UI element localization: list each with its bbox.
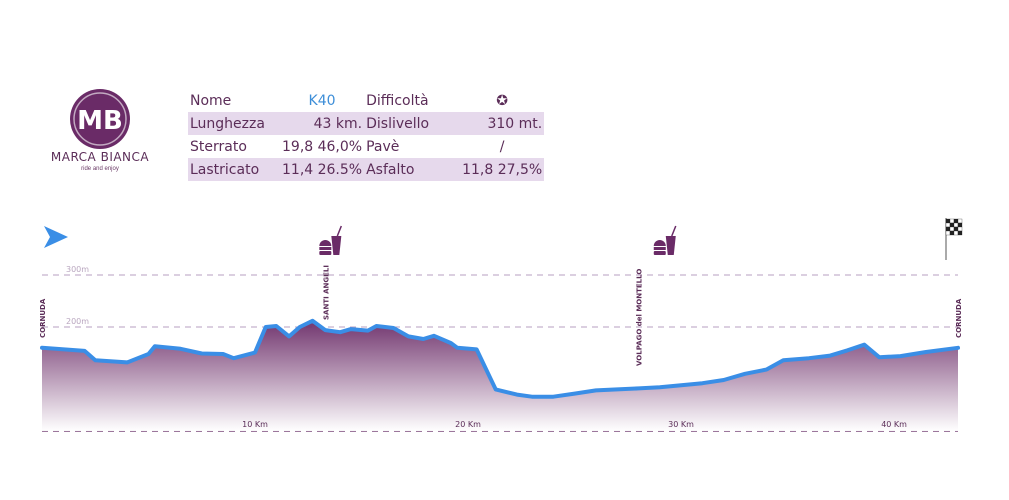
label-difficolta: Difficoltà (366, 92, 429, 109)
info-row-paving: Lastricato 11,4 26.5% Asfalto 11,8 27,5% (188, 158, 545, 181)
finish-flag-icon (945, 218, 963, 260)
logo-emblem: MB (70, 89, 130, 149)
start-arrow-icon (44, 226, 68, 248)
info-row-length: Lunghezza 43 km. Dislivello 310 mt. (188, 112, 545, 135)
value-dislivello: 310 mt. (460, 112, 545, 135)
x-tick-label: 20 Km (455, 420, 481, 429)
logo-monogram: MB (77, 106, 123, 136)
food-drink-icon (319, 225, 343, 255)
route-info-table: Nome K40 Difficoltà ✪ Lunghezza 43 km. D… (188, 89, 545, 181)
value-pave: / (499, 138, 505, 155)
waypoint-label: SANTI ANGELI (322, 265, 330, 320)
label-asfalto: Asfalto (364, 158, 461, 181)
x-tick-label: 40 Km (881, 420, 907, 429)
label-sterrato: Sterrato (190, 138, 247, 155)
label-dislivello: Dislivello (364, 112, 461, 135)
label-nome: Nome (190, 92, 232, 109)
value-nome: K40 (308, 92, 336, 109)
y-tick-label: 200m (66, 317, 89, 326)
difficulty-star-icon: ✪ (496, 92, 509, 109)
waypoint-label: CORNUDA (39, 298, 47, 338)
value-sterrato: 19,8 46,0% (282, 138, 363, 155)
label-lastricato: Lastricato (188, 158, 280, 181)
brand-tagline: ride and enjoy (81, 166, 119, 172)
waypoint-label: VOLPAGO del MONTELLO (636, 269, 644, 366)
waypoint-label: CORNUDA (955, 298, 963, 338)
label-pave: Pavè (366, 138, 400, 155)
info-row-gravel: Sterrato 19,8 46,0% Pavè / (188, 135, 544, 158)
info-row-name: Nome K40 Difficoltà ✪ (188, 89, 544, 112)
x-tick-label: 30 Km (668, 420, 694, 429)
value-lastricato: 11,4 26.5% (280, 158, 365, 181)
elevation-area (42, 320, 958, 431)
value-lunghezza: 43 km. (280, 112, 365, 135)
y-tick-label: 300m (66, 265, 89, 274)
value-asfalto: 11,8 27,5% (460, 158, 545, 181)
food-drink-icon (653, 225, 677, 255)
elevation-line (40, 318, 960, 399)
x-tick-label: 10 Km (242, 420, 268, 429)
label-lunghezza: Lunghezza (188, 112, 280, 135)
brand-name: MARCA BIANCA (50, 150, 150, 164)
brand-logo: MB MARCA BIANCA ride and enjoy (40, 88, 160, 183)
